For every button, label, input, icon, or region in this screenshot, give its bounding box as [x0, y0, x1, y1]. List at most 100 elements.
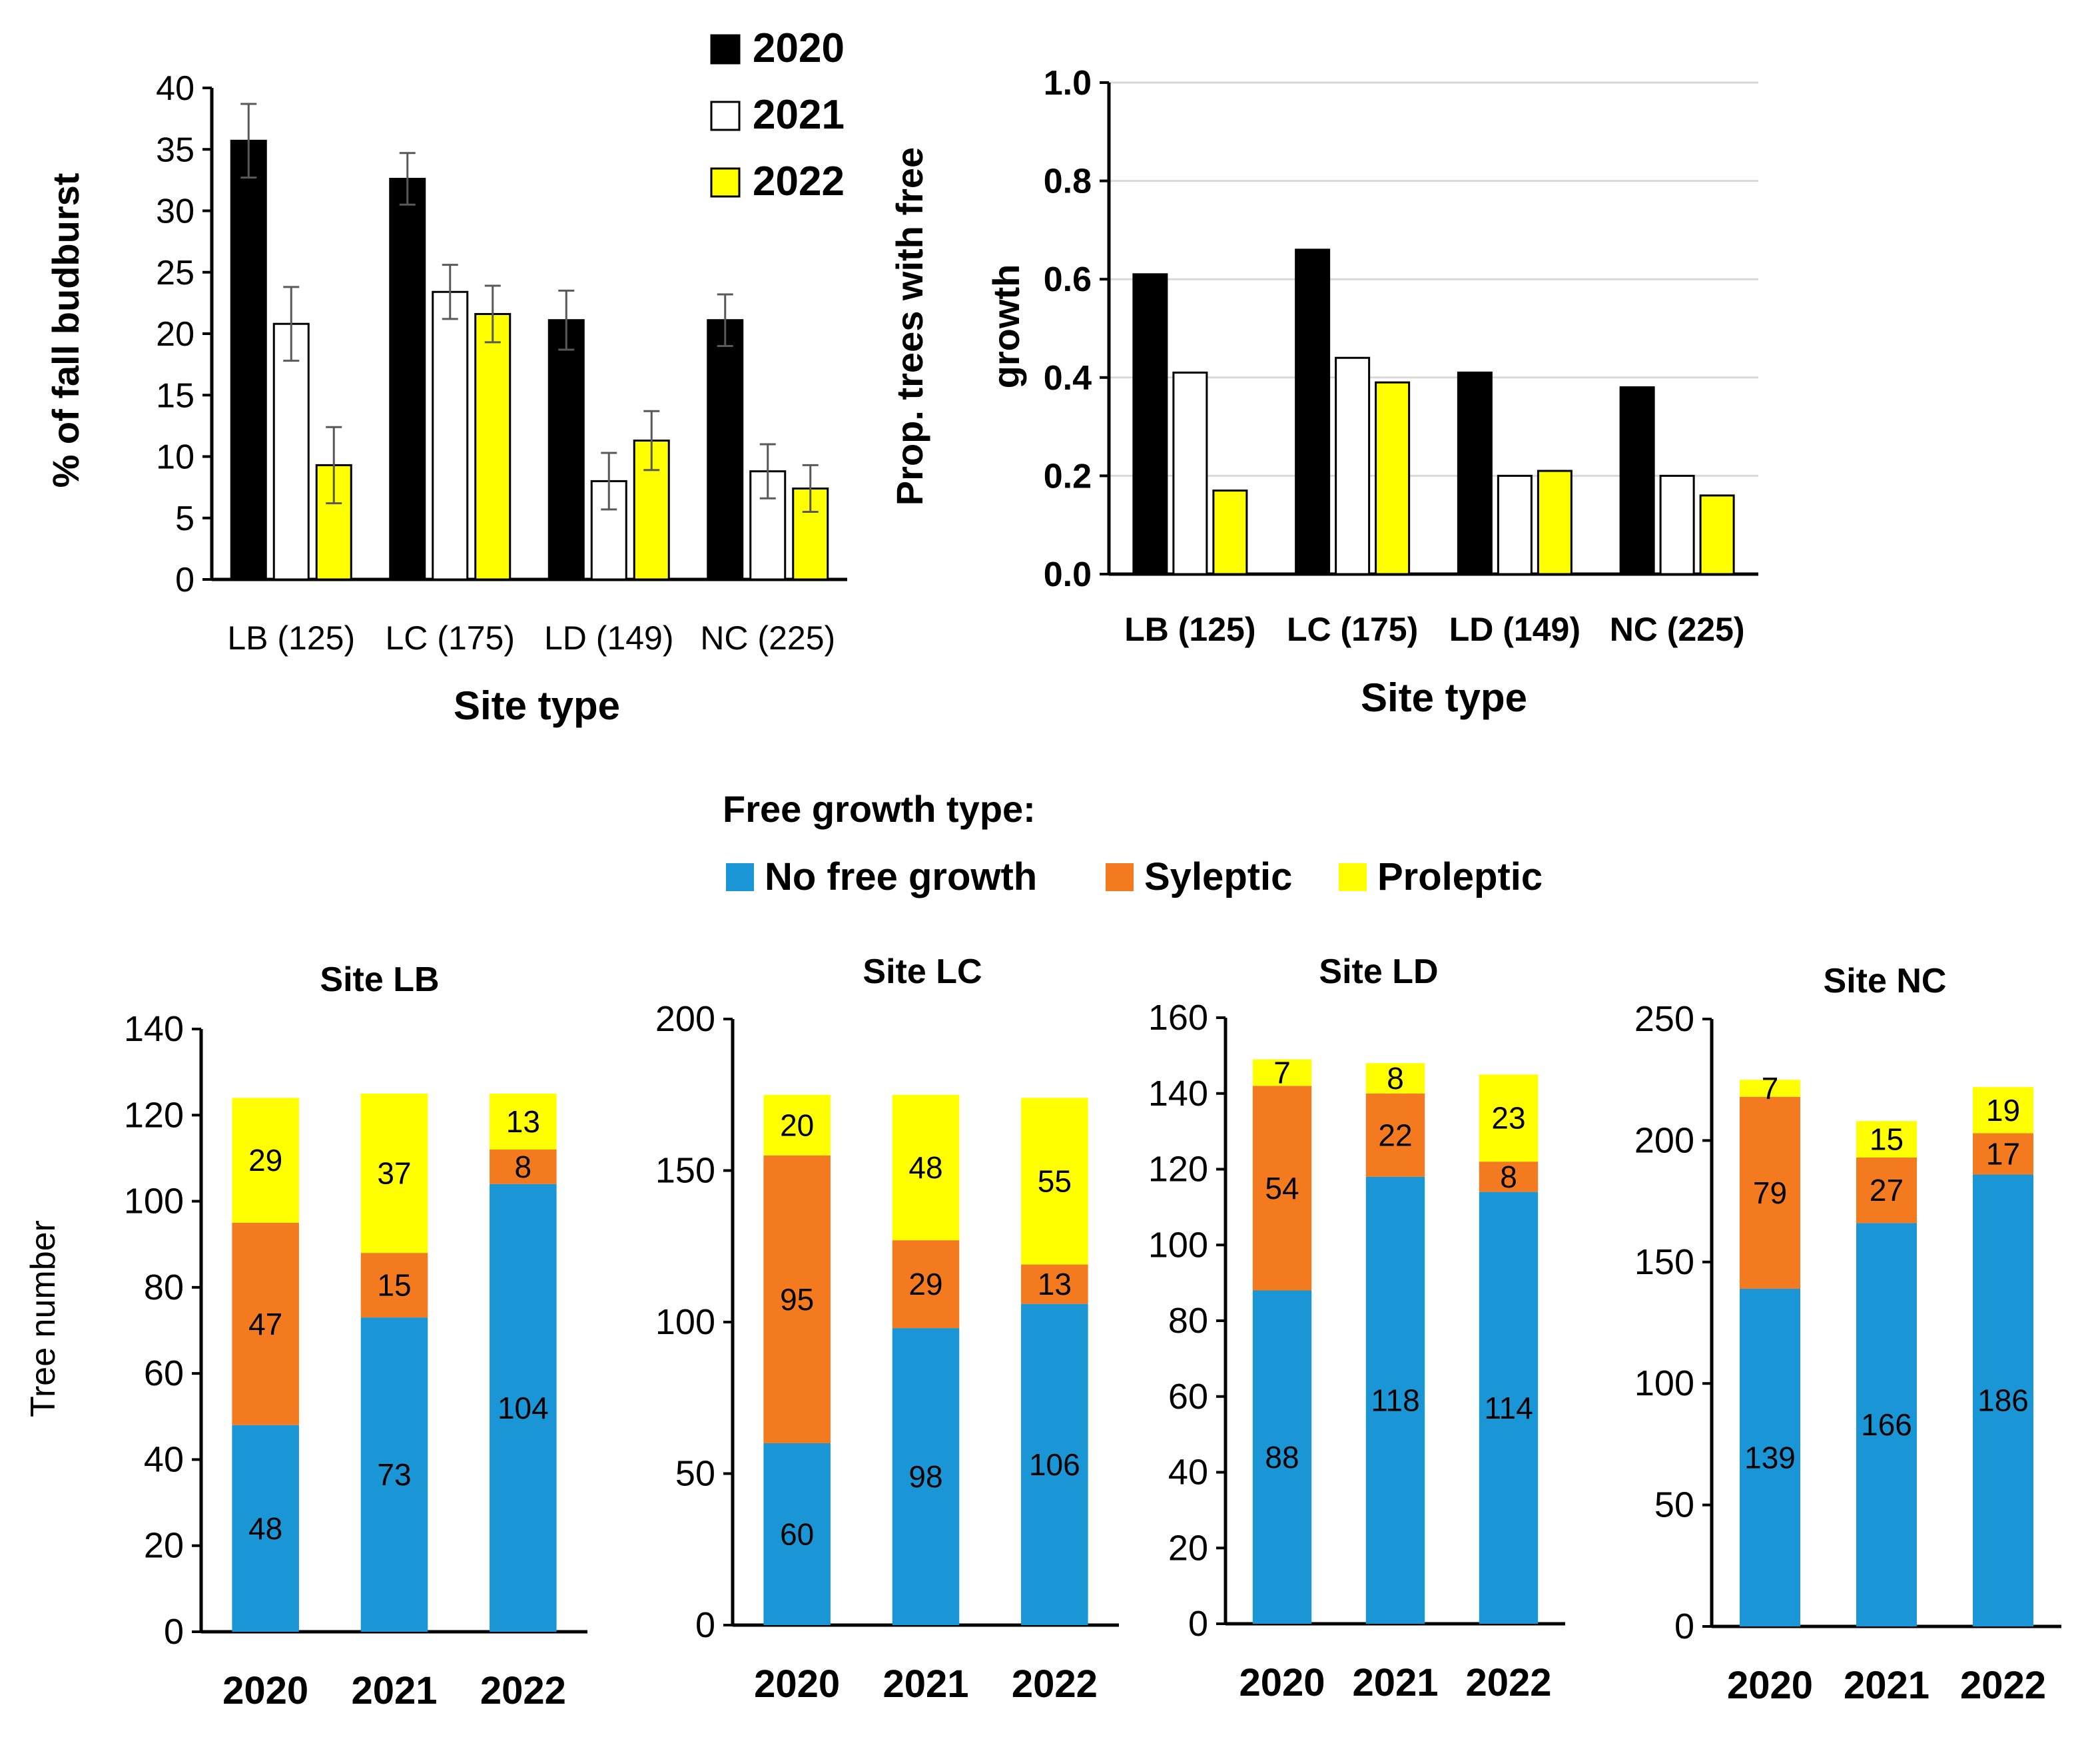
bar-segment-proleptic	[360, 1093, 428, 1253]
data-label: 47	[248, 1307, 282, 1341]
y-tick-label: 25	[156, 254, 194, 292]
x-tick-label: NC (225)	[1610, 611, 1745, 648]
x-tick-label: 2022	[1465, 1661, 1551, 1704]
bar-segment-no-free-growth	[892, 1328, 960, 1625]
y-tick-label: 0.8	[1044, 163, 1092, 201]
bar-segment-syleptic	[1740, 1096, 1800, 1289]
bar-2021	[1659, 474, 1695, 575]
legend-swatch-2022	[710, 167, 741, 198]
bar-segment-no-free-growth	[1479, 1192, 1539, 1624]
bar-segment-proleptic	[1365, 1063, 1425, 1094]
legend-label-proleptic: Proleptic	[1377, 855, 1543, 898]
y-tick-label: 100	[1148, 1225, 1208, 1265]
bar-2021	[749, 470, 787, 581]
data-label: 37	[377, 1156, 411, 1191]
bar-segment-proleptic	[490, 1093, 557, 1150]
bar-2022	[474, 312, 512, 581]
y-tick-label: 100	[1634, 1363, 1694, 1403]
data-label: 118	[1371, 1383, 1419, 1417]
bar-2020	[1619, 386, 1655, 575]
bar-segment-syleptic	[763, 1155, 831, 1443]
data-label: 17	[1986, 1136, 2020, 1171]
chart-site-lc: Site LC 0 50 100 150 200 2020 60 95 20 2021 98 29 48 2…	[655, 952, 1119, 1706]
y-tick-label: 0.6	[1044, 260, 1092, 299]
bar-segment-no-free-growth	[1856, 1223, 1917, 1626]
x-axis-label: Site type	[1361, 675, 1527, 720]
y-tick-label: 50	[1654, 1485, 1694, 1525]
bar-2020	[1295, 248, 1331, 575]
data-label: 48	[908, 1150, 942, 1185]
bar-segment-syleptic	[1856, 1157, 1917, 1223]
legend-swatch-syleptic	[1106, 863, 1134, 891]
bar-segment-syleptic	[1252, 1086, 1312, 1291]
bar-segment-syleptic	[232, 1222, 299, 1425]
x-tick-label: NC (225)	[700, 619, 835, 657]
data-label: 13	[506, 1104, 540, 1139]
y-axis-label: % of fall budburst	[45, 173, 87, 488]
bar-segment-syleptic	[1479, 1162, 1539, 1192]
data-label: 95	[780, 1282, 814, 1317]
y-tick-label: 20	[1168, 1528, 1208, 1568]
bar-segment-proleptic	[1856, 1121, 1917, 1158]
bar-2020	[230, 139, 267, 581]
data-label: 114	[1484, 1391, 1533, 1425]
y-axis-label-line2: growth	[985, 264, 1027, 389]
bar-segment-no-free-growth	[490, 1184, 557, 1632]
x-tick-label: 2020	[754, 1662, 840, 1706]
legend-years: 2020 2021 2022	[710, 25, 845, 204]
bar-2021	[272, 322, 310, 581]
bar-segment-proleptic	[1252, 1059, 1312, 1086]
chart-title: Site LB	[320, 960, 439, 999]
bar-segment-no-free-growth	[1365, 1176, 1425, 1624]
x-tick-label: LD (149)	[1449, 611, 1580, 648]
y-tick-label: 40	[144, 1439, 184, 1479]
legend-label-2021: 2021	[753, 92, 845, 138]
bar-segment-no-free-growth	[1973, 1174, 2033, 1626]
data-label: 104	[498, 1391, 549, 1425]
data-label: 139	[1744, 1440, 1796, 1475]
y-tick-label: 100	[655, 1302, 715, 1342]
data-label: 22	[1378, 1118, 1412, 1152]
x-tick-label: 2022	[1960, 1664, 2046, 1707]
data-label: 186	[1977, 1383, 2029, 1418]
x-tick-label: 2021	[1352, 1661, 1438, 1704]
data-label: 48	[248, 1511, 282, 1546]
legend-free-growth-type: Free growth type: No free growth Syleptic…	[723, 788, 1543, 898]
legend-swatch-2020	[710, 34, 741, 65]
y-tick-label: 0.4	[1044, 359, 1092, 398]
y-tick-label: 250	[1634, 999, 1694, 1039]
legend-label-no-free-growth: No free growth	[765, 855, 1037, 898]
data-label: 8	[515, 1150, 532, 1184]
data-label: 60	[780, 1517, 814, 1552]
data-label: 15	[377, 1268, 411, 1303]
data-label: 55	[1038, 1164, 1072, 1198]
bar-segment-proleptic	[1973, 1087, 2033, 1134]
data-label: 106	[1029, 1447, 1080, 1482]
chart-site-ld: Site LD020406080100120140160202088547202…	[1148, 952, 1565, 1704]
bar-segment-no-free-growth	[232, 1425, 299, 1632]
y-tick-label: 120	[1148, 1150, 1208, 1190]
data-label: 13	[1038, 1267, 1072, 1301]
y-tick-label: 20	[144, 1526, 184, 1566]
bar-2022	[1375, 381, 1411, 575]
x-tick-label: 2020	[1239, 1661, 1325, 1704]
y-tick-label: 1.0	[1044, 64, 1092, 103]
y-tick-label: 200	[655, 999, 715, 1039]
chart-title: Site NC	[1824, 962, 1947, 1000]
bar-segment-proleptic	[1021, 1098, 1088, 1265]
data-label: 29	[908, 1267, 942, 1301]
y-axis-label: Tree number	[24, 1220, 63, 1417]
x-tick-label: 2022	[480, 1669, 566, 1712]
x-tick-label: LB (125)	[1124, 611, 1255, 648]
data-label: 88	[1265, 1440, 1299, 1475]
bar-segment-no-free-growth	[1021, 1303, 1088, 1625]
legend-label-2020: 2020	[753, 25, 845, 71]
bar-segment-syleptic	[360, 1253, 428, 1318]
y-tick-label: 160	[1148, 998, 1208, 1038]
bar-2020	[1457, 371, 1493, 575]
legend-swatch-2021	[710, 101, 741, 131]
x-tick-label: LC (175)	[385, 619, 515, 657]
data-label: 8	[1387, 1061, 1404, 1096]
bar-segment-no-free-growth	[763, 1443, 831, 1625]
